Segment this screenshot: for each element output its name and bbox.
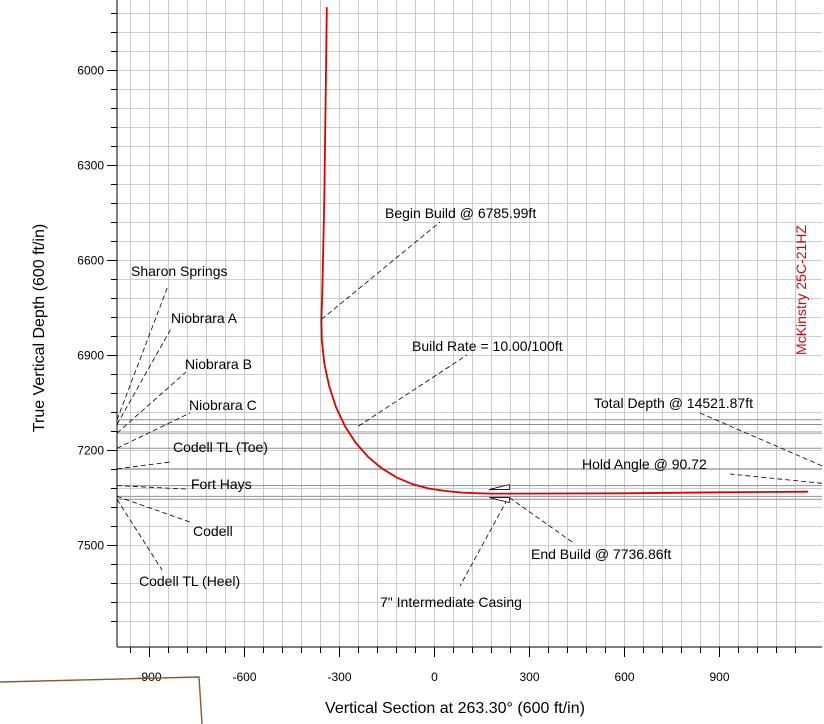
- annotation-leader: [117, 286, 168, 420]
- x-tick-label: -600: [232, 670, 256, 684]
- annotation-hold-angle: Hold Angle @ 90.72: [582, 456, 707, 472]
- x-tick-label: -900: [137, 670, 161, 684]
- annotation-leader: [700, 413, 822, 466]
- formation-label: Niobrara C: [189, 397, 257, 413]
- x-tick-label: 600: [614, 670, 634, 684]
- annotation-build-rate: Build Rate = 10.00/100ft: [412, 338, 563, 354]
- y-tick-label: 6900: [77, 349, 104, 363]
- annotation-leader: [460, 500, 507, 586]
- x-tick-label: 0: [431, 670, 438, 684]
- annotation-leader: [730, 474, 822, 483]
- x-tick-label: 900: [709, 670, 729, 684]
- x-axis-label: Vertical Section at 263.30° (600 ft/in): [325, 700, 585, 717]
- y-tick-label: 7500: [77, 539, 104, 553]
- annotation-text: Sharon Springs Niobrara A Niobrara B Niobra…: [131, 205, 753, 610]
- y-tick-label: 6300: [77, 159, 104, 173]
- annotation-total-depth: Total Depth @ 14521.87ft: [594, 395, 753, 411]
- annotation-leader: [117, 462, 170, 469]
- annotation-leader: [509, 498, 575, 544]
- formation-label: Codell TL (Heel): [139, 573, 240, 589]
- y-tick-label: 6000: [77, 64, 104, 78]
- x-tick-label: 300: [519, 670, 539, 684]
- formation-label: Fort Hays: [191, 476, 252, 492]
- y-axis-label: True Vertical Depth (600 ft/in): [31, 224, 48, 432]
- annotation-leader: [117, 327, 172, 425]
- y-tick-label: 7200: [77, 444, 104, 458]
- annotation-leader: [117, 496, 190, 522]
- y-tick-label: 6600: [77, 254, 104, 268]
- formation-label: Codell: [193, 523, 233, 539]
- formation-label: Niobrara A: [171, 310, 238, 326]
- formation-label: Codell TL (Toe): [173, 439, 268, 455]
- annotation-begin-build: Begin Build @ 6785.99ft: [385, 205, 536, 221]
- formation-label: Niobrara B: [185, 356, 252, 372]
- annotation-intermediate-casing: 7" Intermediate Casing: [380, 594, 522, 610]
- annotation-leader: [117, 372, 186, 433]
- x-tick-label: -300: [327, 670, 351, 684]
- casing-shoe-lower: [489, 498, 509, 503]
- annotation-leader: [359, 355, 468, 426]
- series-layer: [321, 7, 808, 493]
- series-line-well-path: [321, 7, 808, 493]
- annotation-end-build: End Build @ 7736.86ft: [531, 546, 671, 562]
- well-name-label: McKinstry 25C-21HZ: [793, 225, 809, 355]
- formation-label: Sharon Springs: [131, 263, 228, 279]
